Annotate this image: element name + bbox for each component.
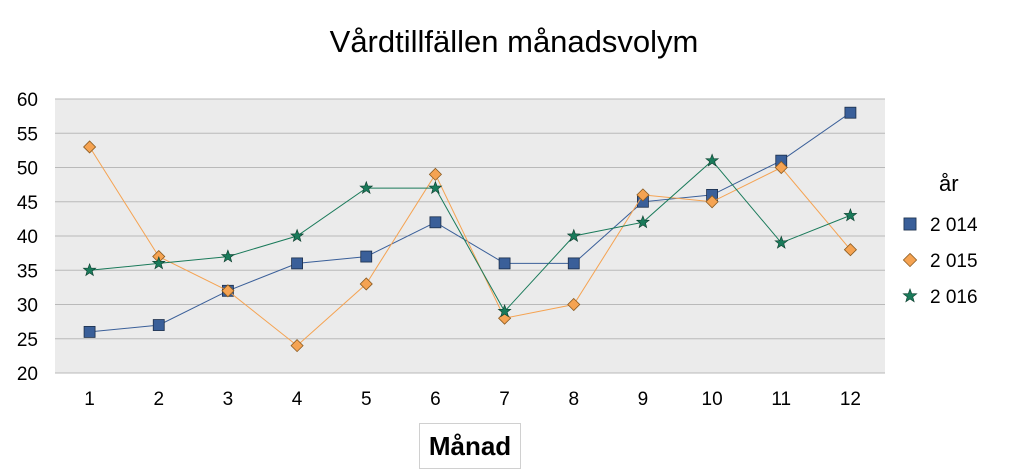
chart-title: Vårdtillfällen månadsvolym bbox=[330, 24, 699, 59]
data-point bbox=[83, 140, 97, 154]
legend-label: 2 015 bbox=[930, 251, 978, 272]
y-tick-label: 30 bbox=[17, 296, 38, 317]
x-tick-label: 11 bbox=[771, 389, 791, 410]
data-point bbox=[567, 297, 581, 312]
series-line bbox=[89, 146, 851, 347]
data-point bbox=[428, 167, 442, 181]
data-point bbox=[498, 257, 511, 270]
data-point bbox=[705, 153, 720, 167]
data-point bbox=[844, 106, 857, 119]
legend-label: 2 014 bbox=[930, 215, 978, 236]
x-tick-label: 5 bbox=[361, 389, 372, 410]
y-tick-label: 60 bbox=[17, 90, 38, 111]
legend-title: år bbox=[939, 171, 959, 196]
data-point bbox=[82, 262, 97, 277]
data-point bbox=[428, 180, 443, 194]
data-point bbox=[429, 216, 442, 229]
data-point bbox=[705, 195, 719, 209]
data-point bbox=[221, 284, 235, 298]
y-tick-label: 40 bbox=[17, 227, 38, 248]
data-point bbox=[843, 208, 858, 222]
series-line bbox=[89, 112, 851, 333]
y-tick-label: 55 bbox=[17, 124, 38, 145]
y-axis-ticks: 20 25 30 35 40 45 50 55 60 bbox=[17, 90, 38, 385]
legend-marker bbox=[902, 252, 918, 268]
x-tick-label: 12 bbox=[840, 389, 861, 410]
data-point bbox=[567, 257, 580, 270]
series-3 bbox=[82, 153, 858, 318]
data-point bbox=[497, 304, 512, 318]
x-tick-label: 1 bbox=[84, 389, 95, 410]
data-point bbox=[291, 257, 303, 270]
y-tick-label: 45 bbox=[17, 193, 38, 214]
data-point bbox=[360, 250, 373, 263]
x-tick-label: 8 bbox=[568, 389, 579, 410]
data-point bbox=[566, 228, 581, 243]
data-point bbox=[83, 325, 96, 338]
series-line bbox=[89, 159, 851, 313]
gridlines bbox=[55, 98, 885, 374]
y-tick-label: 35 bbox=[17, 261, 38, 282]
data-point bbox=[843, 243, 857, 257]
data-point bbox=[359, 180, 374, 195]
data-point bbox=[774, 235, 789, 249]
x-tick-label: 7 bbox=[499, 389, 510, 410]
data-point bbox=[220, 249, 235, 263]
legend-label: 2 016 bbox=[930, 287, 978, 308]
x-axis-label: Månad bbox=[428, 430, 512, 461]
y-tick-label: 25 bbox=[17, 330, 38, 351]
x-tick-label: 9 bbox=[638, 389, 649, 410]
legend-marker bbox=[903, 217, 917, 231]
legend-marker bbox=[902, 288, 918, 303]
x-tick-label: 4 bbox=[292, 389, 303, 410]
data-point bbox=[774, 160, 788, 175]
x-tick-label: 10 bbox=[702, 389, 723, 410]
series-group bbox=[82, 106, 858, 353]
legend: år 2 014 2 015 2 016 bbox=[902, 171, 978, 308]
x-axis-label-box: Månad bbox=[419, 423, 521, 469]
data-point bbox=[635, 214, 650, 229]
y-tick-label: 50 bbox=[17, 159, 38, 180]
data-point bbox=[636, 188, 650, 202]
data-point bbox=[290, 339, 304, 353]
data-point bbox=[290, 228, 305, 243]
y-tick-label: 20 bbox=[17, 364, 38, 385]
x-tick-label: 3 bbox=[223, 389, 234, 410]
data-point bbox=[359, 277, 373, 291]
data-point bbox=[151, 256, 166, 270]
x-tick-label: 6 bbox=[430, 389, 441, 410]
data-point bbox=[152, 319, 165, 331]
x-axis-ticks: 1 2 3 4 5 6 7 8 9 10 11 12 bbox=[84, 389, 861, 410]
x-tick-label: 2 bbox=[153, 389, 164, 410]
